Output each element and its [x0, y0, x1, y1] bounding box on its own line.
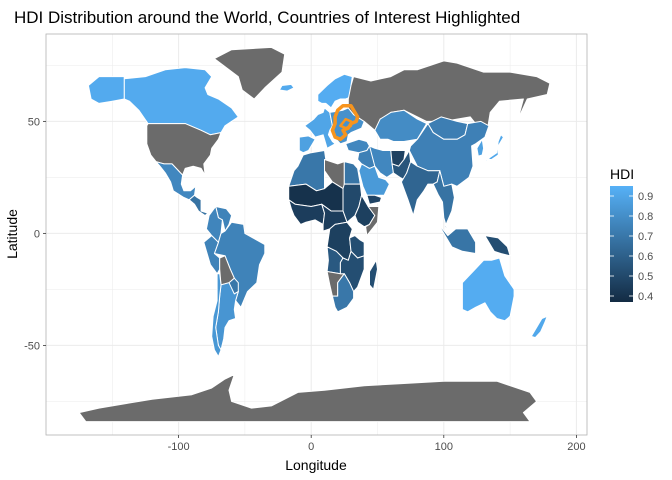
y-tick-label: 50	[28, 116, 40, 128]
y-tick-label: -50	[24, 340, 40, 352]
country-greenland	[213, 46, 286, 100]
country-west-africa	[288, 199, 325, 225]
country-alaska	[87, 76, 125, 104]
country-iberia	[298, 135, 316, 154]
legend-tick-label: 0.5	[638, 271, 653, 283]
x-axis-ticks: -100 0 100 200	[168, 435, 586, 453]
x-tick-label: -100	[168, 441, 190, 453]
legend-tick-label: 0.7	[638, 231, 653, 243]
country-new-zealand	[530, 315, 548, 339]
country-southern-africa	[339, 250, 365, 293]
legend-tick-label: 0.6	[638, 251, 653, 263]
country-yemen	[366, 194, 382, 205]
country-kazakhstan	[374, 109, 428, 142]
country-somalia	[365, 206, 380, 237]
country-madagascar	[369, 259, 378, 290]
legend-title: HDI	[610, 166, 634, 182]
country-japan	[483, 134, 504, 165]
highlight-outline	[330, 103, 360, 142]
x-tick-label: 100	[435, 441, 453, 453]
chart-title: HDI Distribution around the World, Count…	[14, 8, 520, 27]
country-chile	[211, 273, 222, 358]
legend-tick-label: 0.8	[638, 211, 653, 223]
country-indonesia	[436, 221, 477, 254]
y-axis-title: Latitude	[4, 209, 20, 259]
country-south-africa	[331, 273, 355, 313]
hdi-legend: HDI 0.4 0.5 0.6 0.7 0.8 0.9	[610, 166, 653, 303]
y-axis-ticks: -50 0 50	[24, 116, 46, 352]
x-tick-label: 200	[567, 441, 585, 453]
country-antarctica	[78, 374, 538, 423]
country-western-europe	[304, 107, 336, 149]
x-axis-title: Longitude	[285, 457, 347, 473]
country-southeast-asia	[432, 170, 455, 232]
panel-border	[45, 33, 588, 436]
country-pakistan	[391, 150, 412, 181]
highlight-inner-border	[339, 117, 353, 130]
y-tick-label: 0	[34, 228, 40, 240]
country-mexico	[155, 161, 197, 201]
country-polygons	[78, 46, 551, 423]
country-australia	[461, 257, 515, 322]
legend-tick-label: 0.9	[638, 191, 653, 203]
country-central-america	[188, 194, 209, 216]
legend-tick-label: 0.4	[638, 291, 653, 303]
country-egypt	[343, 161, 361, 185]
x-tick-label: 0	[308, 441, 314, 453]
legend-ticks: 0.4 0.5 0.6 0.7 0.8 0.9	[610, 191, 653, 303]
country-korea	[476, 138, 485, 157]
country-papua-new-guinea	[484, 235, 511, 257]
legend-colorbar	[610, 186, 633, 302]
country-iceland	[278, 83, 295, 92]
country-saudi-arabia	[358, 163, 390, 196]
